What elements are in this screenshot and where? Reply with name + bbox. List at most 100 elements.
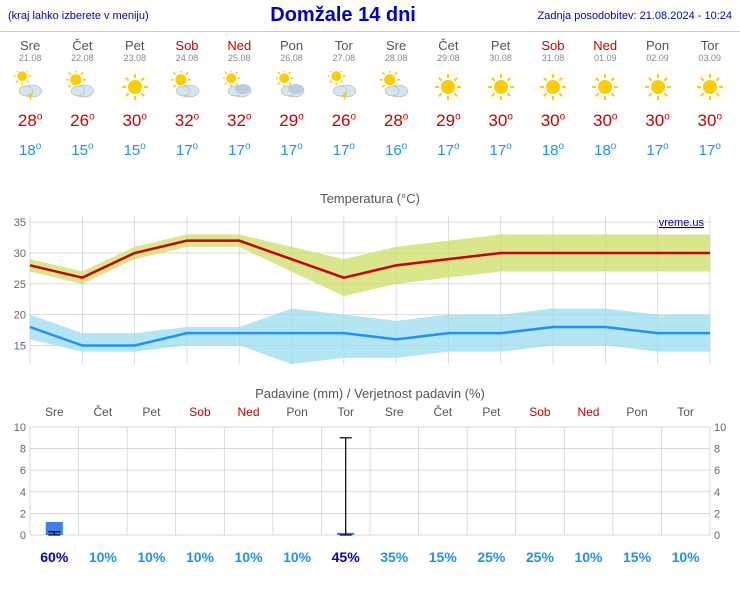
- day-header: Sob24.08: [162, 38, 212, 63]
- day-header: Pon02.09: [633, 38, 683, 63]
- precip-pct: 10%: [127, 549, 175, 565]
- svg-text:10: 10: [714, 422, 726, 434]
- temp-low: 17o: [476, 141, 526, 159]
- day-date: 25.08: [214, 53, 264, 63]
- precip-day-label: Pet: [127, 405, 175, 419]
- weather-icon: [214, 71, 264, 103]
- precip-day-label: Sob: [516, 405, 564, 419]
- svg-text:vreme.us: vreme.us: [659, 217, 705, 229]
- precip-day-label: Ned: [564, 405, 612, 419]
- temp-low: 18o: [5, 141, 55, 159]
- precip-day-label: Sob: [176, 405, 224, 419]
- day-date: 24.08: [162, 53, 212, 63]
- day-name: Ned: [580, 38, 630, 53]
- day-header: Sob31.08: [528, 38, 578, 63]
- temp-low: 17o: [214, 141, 264, 159]
- svg-text:4: 4: [714, 487, 720, 499]
- day-name: Ned: [214, 38, 264, 53]
- temp-high: 28o: [5, 111, 55, 131]
- temp-high: 30o: [528, 111, 578, 131]
- header: (kraj lahko izberete v meniju) Domžale 1…: [0, 0, 740, 32]
- temp-high: 29o: [423, 111, 473, 131]
- weather-icon: [528, 71, 578, 103]
- precip-day-label: Pet: [467, 405, 515, 419]
- precip-pct: 25%: [516, 549, 564, 565]
- precip-day-label: Sre: [30, 405, 78, 419]
- precip-day-label: Sre: [370, 405, 418, 419]
- day-name: Sob: [528, 38, 578, 53]
- weather-icon: [57, 71, 107, 103]
- weather-icon: [371, 71, 421, 103]
- precip-pct: 10%: [662, 549, 710, 565]
- svg-text:8: 8: [714, 444, 720, 456]
- temp-high: 30o: [685, 111, 735, 131]
- svg-text:2: 2: [714, 508, 720, 520]
- day-header: Sre21.08: [5, 38, 55, 63]
- precip-chart-section: Padavine (mm) / Verjetnost padavin (%) S…: [0, 386, 740, 565]
- precip-day-label: Čet: [79, 405, 127, 419]
- day-name: Čet: [57, 38, 107, 53]
- day-header: Tor03.09: [685, 38, 735, 63]
- weather-icon: [319, 71, 369, 103]
- svg-text:0: 0: [20, 530, 26, 542]
- day-date: 03.09: [685, 53, 735, 63]
- weather-icon: [110, 71, 160, 103]
- day-name: Tor: [685, 38, 735, 53]
- weather-icon: [476, 71, 526, 103]
- day-header: Pet23.08: [110, 38, 160, 63]
- day-name: Pet: [476, 38, 526, 53]
- day-name: Sob: [162, 38, 212, 53]
- svg-text:8: 8: [20, 444, 26, 456]
- day-header: Sre28.08: [371, 38, 421, 63]
- svg-text:6: 6: [20, 465, 26, 477]
- temp-low: 17o: [267, 141, 317, 159]
- day-header: Pet30.08: [476, 38, 526, 63]
- day-name: Pet: [110, 38, 160, 53]
- temp-low: 17o: [633, 141, 683, 159]
- svg-text:20: 20: [14, 310, 26, 322]
- weather-icon: [633, 71, 683, 103]
- weather-icon: [685, 71, 735, 103]
- temp-low: 18o: [580, 141, 630, 159]
- page-title: Domžale 14 dni: [270, 4, 416, 27]
- day-name: Pon: [267, 38, 317, 53]
- precip-day-labels: SreČetPetSobNedPonTorSreČetPetSobNedPonT…: [0, 405, 740, 419]
- precip-pct: 15%: [613, 549, 661, 565]
- temp-high: 26o: [57, 111, 107, 131]
- day-date: 29.08: [423, 53, 473, 63]
- precip-pct-row: 60%10%10%10%10%10%45%35%15%25%25%10%15%1…: [0, 549, 740, 565]
- temp-low: 17o: [423, 141, 473, 159]
- svg-text:35: 35: [14, 217, 26, 229]
- precip-pct: 10%: [564, 549, 612, 565]
- precip-chart: 00224466881010: [0, 419, 740, 549]
- temp-low: 15o: [110, 141, 160, 159]
- weather-icon: [423, 71, 473, 103]
- precip-pct: 60%: [30, 549, 78, 565]
- day-date: 26.08: [267, 53, 317, 63]
- weather-icon: [580, 71, 630, 103]
- svg-text:25: 25: [14, 279, 26, 291]
- day-date: 22.08: [57, 53, 107, 63]
- precip-pct: 35%: [370, 549, 418, 565]
- precip-day-label: Pon: [273, 405, 321, 419]
- precip-pct: 15%: [419, 549, 467, 565]
- svg-text:15: 15: [14, 341, 26, 353]
- temperature-chart-title: Temperatura (°C): [0, 191, 740, 206]
- day-header: Ned25.08: [214, 38, 264, 63]
- precip-pct: 10%: [176, 549, 224, 565]
- temperature-chart-section: Temperatura (°C) 1520253035vreme.us: [0, 191, 740, 370]
- precip-day-label: Ned: [225, 405, 273, 419]
- last-updated: Zadnja posodobitev: 21.08.2024 - 10:24: [538, 10, 732, 22]
- precip-pct: 45%: [322, 549, 370, 565]
- precip-day-label: Tor: [662, 405, 710, 419]
- day-header: Čet22.08: [57, 38, 107, 63]
- day-name: Tor: [319, 38, 369, 53]
- day-name: Sre: [5, 38, 55, 53]
- menu-note[interactable]: (kraj lahko izberete v meniju): [8, 10, 149, 22]
- temp-high: 32o: [162, 111, 212, 131]
- temp-high: 30o: [633, 111, 683, 131]
- precip-pct: 25%: [467, 549, 515, 565]
- day-date: 28.08: [371, 53, 421, 63]
- temp-high: 30o: [110, 111, 160, 131]
- day-name: Čet: [423, 38, 473, 53]
